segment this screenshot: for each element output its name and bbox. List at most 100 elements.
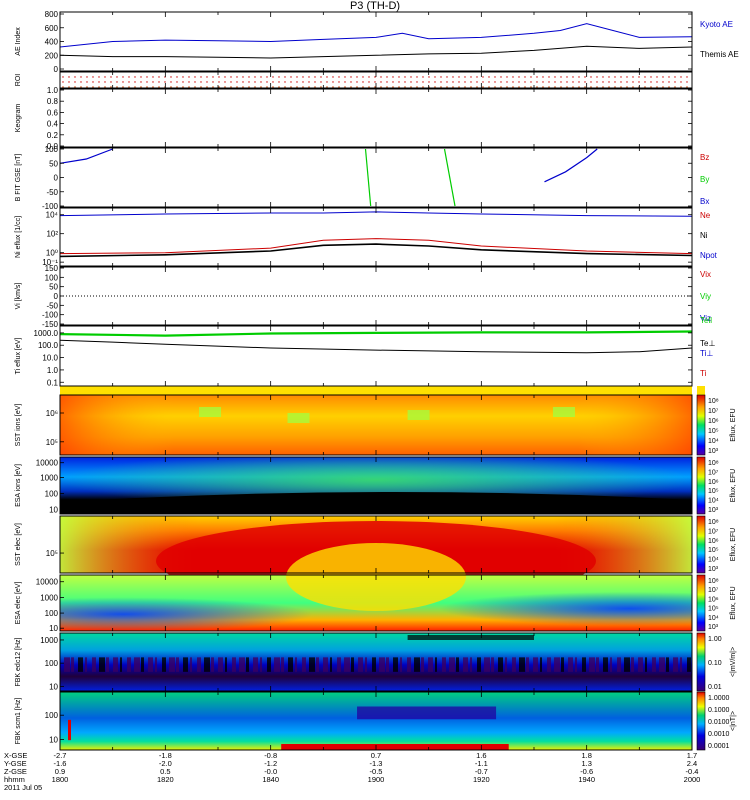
colorbar-tick-label: 10³ [708, 566, 719, 573]
roi-flag-dot [152, 81, 154, 83]
roi-flag-dot [98, 86, 100, 88]
roi-flag-dot [392, 76, 394, 78]
roi-flag-dot [434, 81, 436, 83]
roi-flag-dot [158, 86, 160, 88]
roi-flag-dot [128, 76, 130, 78]
roi-flag-dot [344, 76, 346, 78]
colorbar-tick-label: 0.0100 [708, 719, 730, 726]
roi-flag-dot [194, 76, 196, 78]
legend-label: Ni [700, 231, 708, 240]
legend-label: Viy [700, 292, 711, 301]
roi-flag-dot [116, 76, 118, 78]
spectrogram-streak [267, 657, 271, 672]
roi-flag-dot [374, 76, 376, 78]
roi-flag-dot [272, 76, 274, 78]
time-axis-tick-label: 1840 [262, 775, 279, 784]
y-tick-label: 0 [54, 292, 59, 301]
colorbar-tick-label: 10⁶ [708, 596, 719, 603]
roi-flag-dot [464, 86, 466, 88]
roi-flag-dot [326, 81, 328, 83]
legend-label: Ne [700, 211, 711, 220]
roi-flag-dot [386, 76, 388, 78]
legend-label: Tell [700, 316, 712, 325]
roi-flag-dot [596, 76, 598, 78]
roi-flag-dot [614, 76, 616, 78]
roi-flag-dot [686, 81, 688, 83]
y-tick-label: 10⁻¹ [42, 258, 58, 267]
roi-flag-dot [626, 86, 628, 88]
roi-flag-dot [272, 86, 274, 88]
roi-flag-dot [200, 86, 202, 88]
roi-flag-dot [434, 86, 436, 88]
roi-flag-dot [560, 76, 562, 78]
roi-flag-dot [74, 76, 76, 78]
roi-flag-dot [518, 76, 520, 78]
b-field-line [59, 148, 113, 164]
colorbar-tick-label: 10⁵ [708, 488, 719, 495]
spectrogram-streak [379, 657, 385, 672]
roi-flag-dot [260, 86, 262, 88]
roi-flag-dot [404, 86, 406, 88]
colorbar-tick-label: 1.0000 [708, 695, 730, 702]
spectrogram-fill [60, 395, 692, 455]
y-tick-label: 100 [45, 711, 59, 720]
roi-flag-dot [248, 81, 250, 83]
spectrogram-streak [323, 657, 328, 672]
roi-flag-dot [674, 76, 676, 78]
roi-flag-dot [92, 81, 94, 83]
y-tick-label: 10 [49, 505, 58, 514]
roi-flag-dot [572, 81, 574, 83]
y-axis-label: ROI [15, 74, 22, 87]
y-tick-label: 100 [45, 609, 59, 618]
roi-flag-dot [140, 81, 142, 83]
roi-flag-dot [470, 81, 472, 83]
spectrogram-streak [190, 657, 192, 672]
roi-flag-dot [296, 81, 298, 83]
roi-flag-dot [236, 86, 238, 88]
roi-flag-dot [350, 76, 352, 78]
roi-flag-dot [230, 76, 232, 78]
spectrogram-streak [316, 657, 319, 672]
time-axis-tick-label: 2000 [683, 775, 701, 784]
y-axis-label: ESA ions [eV] [15, 464, 22, 507]
legend-label: Bx [700, 197, 709, 206]
spectrogram-streak [295, 657, 297, 672]
roi-flag-dot [542, 76, 544, 78]
b-field-line [544, 148, 598, 183]
spectrogram-streak [645, 657, 647, 672]
roi-flag-dot [158, 76, 160, 78]
colorbar-tick-label: 10³ [708, 448, 719, 455]
spectrogram-dark-region [60, 491, 692, 514]
colorbar-tick-label: 10⁵ [708, 428, 719, 435]
colorbar-tick-label: 0.01 [708, 684, 722, 691]
colorbar-tick-label: 1.00 [708, 636, 722, 643]
spectrogram-streak [582, 657, 586, 672]
spectrogram-streak [260, 657, 262, 672]
colorbar-tick-label: 0.0001 [708, 743, 730, 750]
spectrogram-streak [351, 657, 354, 672]
roi-flag-dot [338, 81, 340, 83]
roi-flag-dot [116, 86, 118, 88]
y-tick-label: 0.1 [47, 378, 59, 387]
spectrogram-streak [141, 657, 144, 672]
colorbar-tick-label: 10⁶ [708, 418, 719, 425]
roi-flag-dot [308, 76, 310, 78]
roi-flag-dot [446, 86, 448, 88]
time-axis-tick-label: -0.0 [264, 767, 278, 776]
roi-flag-dot [428, 76, 430, 78]
roi-flag-dot [548, 76, 550, 78]
roi-flag-dot [638, 76, 640, 78]
roi-flag-dot [296, 86, 298, 88]
spectrogram-fill [60, 692, 692, 750]
y-tick-label: 1000 [40, 474, 58, 483]
y-tick-label: 100.0 [38, 341, 59, 350]
time-axis-tick-label: -1.6 [53, 759, 67, 768]
roi-flag-dot [398, 76, 400, 78]
y-tick-label: 10⁶ [46, 409, 58, 418]
roi-flag-dot [422, 86, 424, 88]
y-tick-label: 0.0 [47, 142, 59, 151]
time-axis-tick-label: 1.3 [581, 759, 592, 768]
roi-flag-dot [374, 81, 376, 83]
b-field-line [443, 148, 456, 207]
spectrogram-patch [199, 407, 222, 417]
